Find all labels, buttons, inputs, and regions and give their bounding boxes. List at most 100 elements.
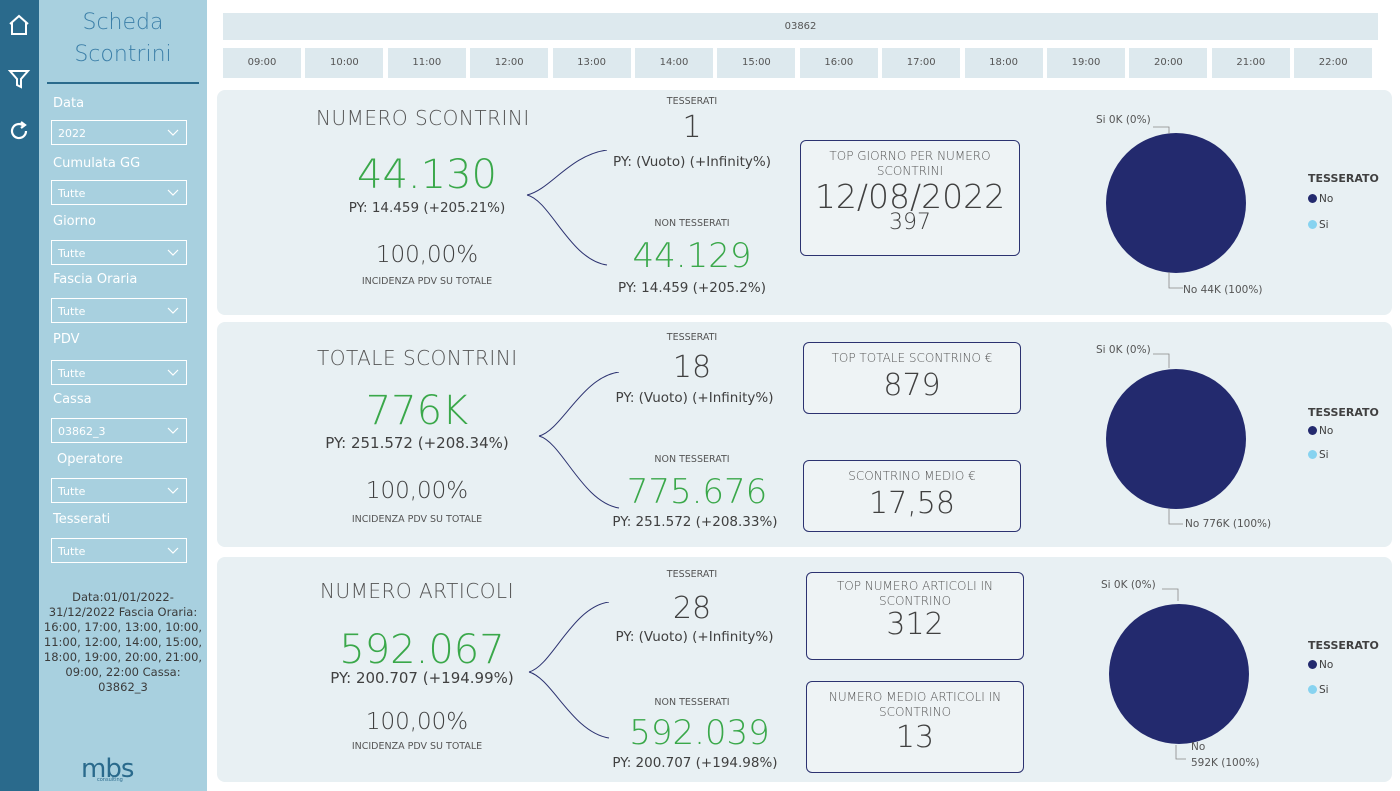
hour-button[interactable]: 15:00 xyxy=(717,48,796,78)
tesserati-value: 1 xyxy=(682,110,702,145)
pie-label-no: No xyxy=(1191,741,1206,753)
legend-label: No xyxy=(1319,193,1334,205)
non-tesserati-caption: NON TESSERATI xyxy=(654,697,730,708)
chevron-down-icon xyxy=(167,369,179,376)
non-tesserati-caption: NON TESSERATI xyxy=(654,218,730,229)
hour-button[interactable]: 22:00 xyxy=(1294,48,1373,78)
tesserati-caption: TESSERATI xyxy=(666,96,718,107)
hour-button[interactable]: 17:00 xyxy=(882,48,961,78)
filter-select-giorno[interactable]: Tutte xyxy=(51,240,187,265)
legend-label: Si xyxy=(1319,219,1329,231)
legend-label: No xyxy=(1319,425,1334,437)
filter-label-operatore: Operatore xyxy=(57,452,123,467)
pie-slice-no[interactable] xyxy=(1106,369,1246,509)
hour-button[interactable]: 18:00 xyxy=(964,48,1043,78)
non-tesserati-py: PY: 251.572 (+208.33%) xyxy=(612,514,778,530)
pie-slice-no[interactable] xyxy=(1109,604,1249,744)
main-value: 44.130 xyxy=(357,152,497,198)
kpi-label: SCONTRINO MEDIO € xyxy=(848,469,976,483)
legend-title: TESSERATO xyxy=(1308,639,1379,652)
hour-button[interactable]: 21:00 xyxy=(1211,48,1290,78)
pie-slice-no[interactable] xyxy=(1106,133,1246,273)
filter-value: Tutte xyxy=(58,485,86,498)
non-tesserati-value: 44.129 xyxy=(632,236,752,276)
legend-label: Si xyxy=(1319,449,1329,461)
legend-item-no[interactable]: No xyxy=(1308,425,1333,437)
hour-button[interactable]: 12:00 xyxy=(470,48,549,78)
filter-label-data: Data xyxy=(53,96,85,111)
filter-value: Tutte xyxy=(58,305,86,318)
legend-label: No xyxy=(1319,659,1334,671)
kpi-top-giorno: TOP GIORNO PER NUMERO SCONTRINI 12/08/20… xyxy=(800,140,1020,256)
incidence-value: 100,00% xyxy=(375,242,479,268)
hour-button[interactable]: 11:00 xyxy=(387,48,466,78)
hour-button[interactable]: 20:00 xyxy=(1129,48,1208,78)
legend-item-no[interactable]: No xyxy=(1308,659,1333,671)
home-icon[interactable] xyxy=(4,10,34,40)
panel-title-line2: Scontrini xyxy=(74,42,172,67)
main-value: 592.067 xyxy=(339,627,505,673)
kpi-value: 17,58 xyxy=(869,486,955,521)
legend-dot-si xyxy=(1308,220,1317,229)
hour-button[interactable]: 19:00 xyxy=(1047,48,1125,78)
filter-select-cassa[interactable]: 03862_3 xyxy=(51,418,187,443)
card-title: NUMERO SCONTRINI xyxy=(316,106,530,130)
filter-select-operatore[interactable]: Tutte xyxy=(51,478,187,503)
filter-icon[interactable] xyxy=(4,64,34,94)
legend-item-si[interactable]: Si xyxy=(1308,684,1329,696)
hour-button[interactable]: 10:00 xyxy=(305,48,384,78)
branch-connector xyxy=(538,372,620,509)
kpi-value: 12/08/2022 xyxy=(814,177,1006,216)
main-py: PY: 200.707 (+194.99%) xyxy=(330,669,514,687)
hour-button[interactable]: 13:00 xyxy=(552,48,631,78)
legend-dot-no xyxy=(1308,426,1317,435)
main-py: PY: 14.459 (+205.21%) xyxy=(348,200,506,216)
filter-select-fascia[interactable]: Tutte xyxy=(51,298,187,323)
tesserati-py: PY: (Vuoto) (+Infinity%) xyxy=(615,629,774,645)
pie-label-si: Si 0K (0%) xyxy=(1101,579,1156,591)
filter-select-data[interactable]: 2022 xyxy=(51,120,187,145)
title-divider xyxy=(47,82,199,84)
hour-button[interactable]: 14:00 xyxy=(635,48,713,78)
card-title: TOTALE SCONTRINI xyxy=(317,346,518,370)
store-header[interactable]: 03862 xyxy=(223,13,1378,40)
kpi-label: TOP GIORNO PER NUMERO SCONTRINI xyxy=(829,149,991,178)
filter-select-tesserati[interactable]: Tutte xyxy=(51,538,187,563)
kpi-top-articoli: TOP NUMERO ARTICOLI IN SCONTRINO 312 xyxy=(806,572,1024,660)
refresh-icon[interactable] xyxy=(4,116,34,146)
non-tesserati-value: 775.676 xyxy=(626,472,768,512)
kpi-subvalue: 397 xyxy=(889,210,931,235)
legend-title: TESSERATO xyxy=(1308,172,1379,185)
chevron-down-icon xyxy=(167,547,179,554)
card-title: NUMERO ARTICOLI xyxy=(320,579,514,603)
pie-label-no: No 776K (100%) xyxy=(1185,518,1272,530)
non-tesserati-value: 592.039 xyxy=(629,713,770,753)
pie-label-no: No 44K (100%) xyxy=(1183,284,1263,296)
filter-select-pdv[interactable]: Tutte xyxy=(51,360,187,385)
legend-title: TESSERATO xyxy=(1308,406,1379,419)
filter-label-tesserati: Tesserati xyxy=(53,512,111,527)
legend-item-si[interactable]: Si xyxy=(1308,219,1329,231)
chevron-down-icon xyxy=(167,307,179,314)
tesserati-py: PY: (Vuoto) (+Infinity%) xyxy=(613,154,771,170)
legend-item-si[interactable]: Si xyxy=(1308,449,1329,461)
filter-summary: Data:01/01/2022-31/12/2022 Fascia Oraria… xyxy=(43,590,203,694)
branch-connector xyxy=(526,150,608,266)
pie-chart[interactable] xyxy=(1092,583,1282,773)
filter-label-cassa: Cassa xyxy=(53,392,92,407)
filter-select-cumulata[interactable]: Tutte xyxy=(51,180,187,205)
company-logo: mbs xyxy=(81,754,134,784)
non-tesserati-caption: NON TESSERATI xyxy=(654,454,730,465)
pie-label-si: Si 0K (0%) xyxy=(1096,114,1151,126)
filter-value: Tutte xyxy=(58,247,86,260)
chevron-down-icon xyxy=(167,487,179,494)
pie-chart[interactable] xyxy=(1087,120,1277,300)
tesserati-py: PY: (Vuoto) (+Infinity%) xyxy=(615,390,774,406)
tesserati-caption: TESSERATI xyxy=(666,569,718,580)
main-py: PY: 251.572 (+208.34%) xyxy=(325,434,509,452)
card-numero-scontrini: NUMERO SCONTRINI 44.130 PY: 14.459 (+205… xyxy=(217,90,1392,315)
pie-chart[interactable] xyxy=(1087,348,1277,538)
hour-button[interactable]: 09:00 xyxy=(223,48,301,78)
legend-item-no[interactable]: No xyxy=(1308,193,1333,205)
hour-button[interactable]: 16:00 xyxy=(799,48,878,78)
